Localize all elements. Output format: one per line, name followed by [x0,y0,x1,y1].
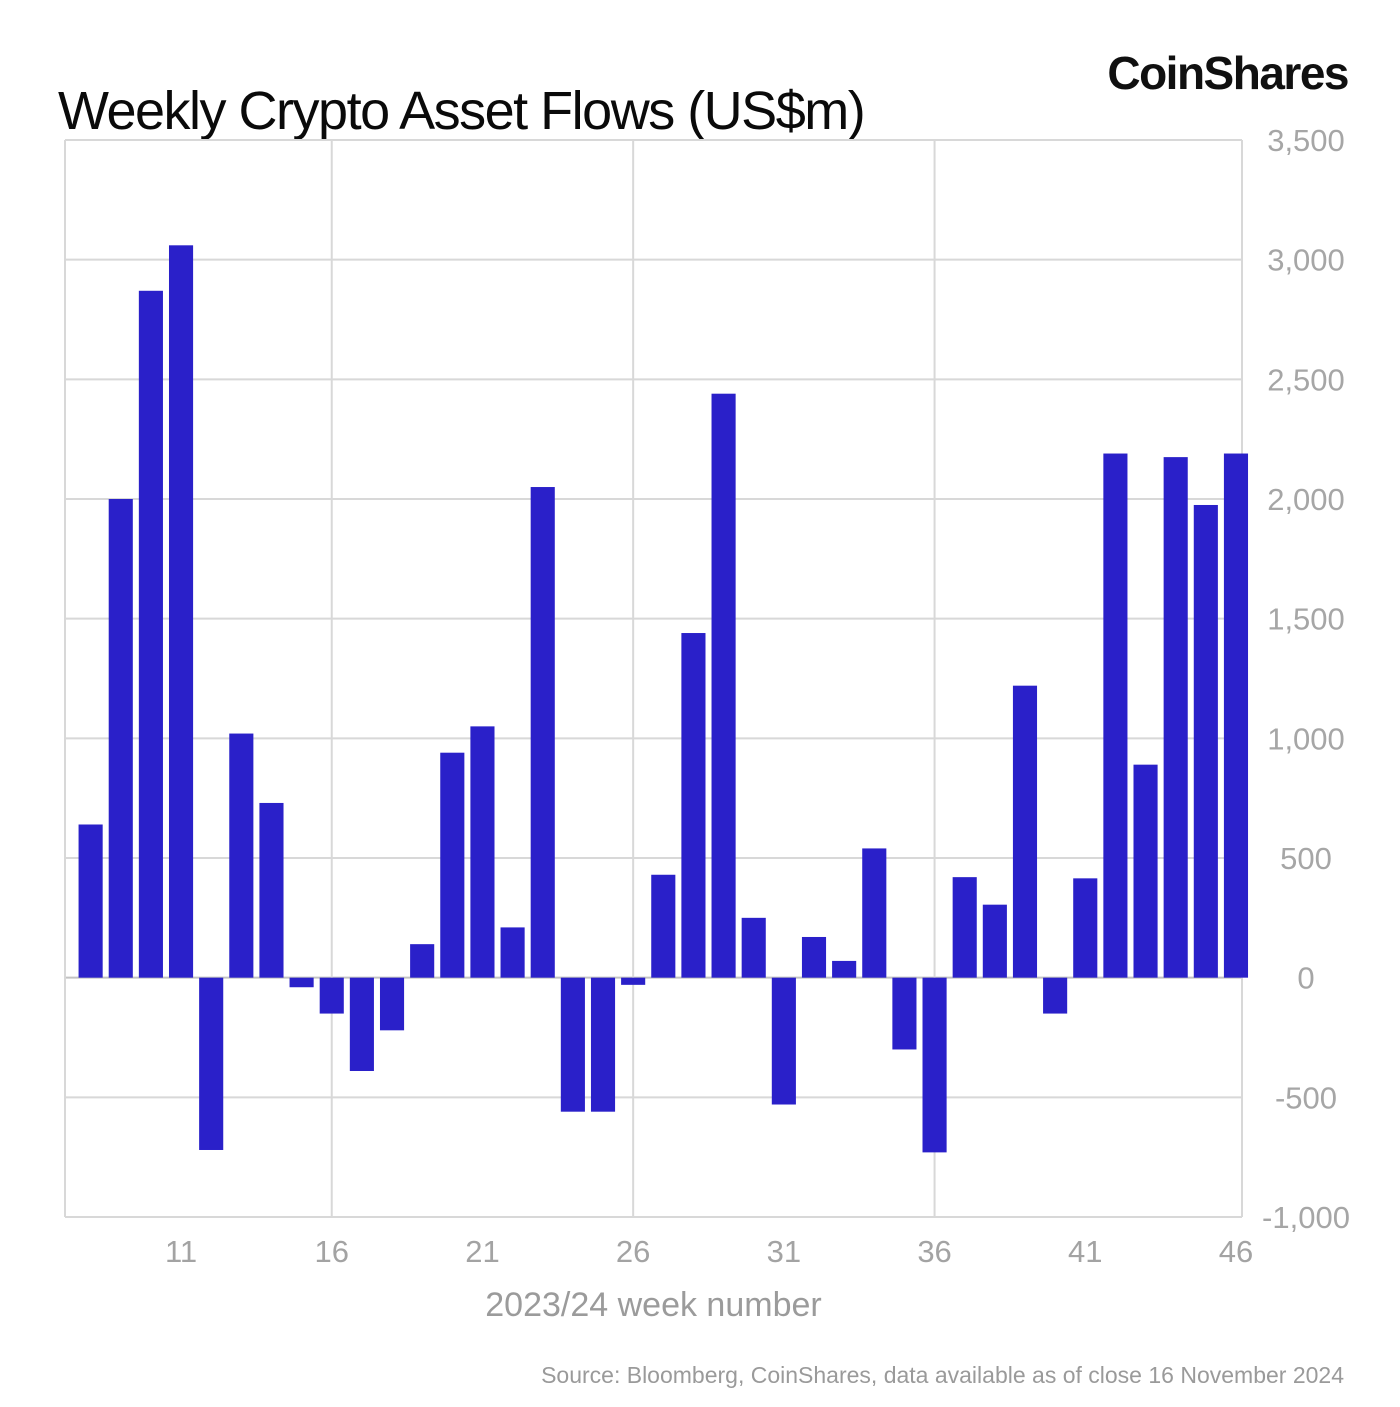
y-tick-label: 2,000 [1267,482,1345,517]
bar-week-31 [771,977,796,1105]
bar-week-24 [560,977,585,1112]
y-tick-label: 2,500 [1267,362,1345,397]
bar-week-36 [922,977,947,1153]
coinshares-logo: CoinShares [1107,47,1349,99]
bar-week-15 [289,977,314,988]
bar-week-41 [1073,878,1098,978]
y-tick-label: 0 [1297,961,1314,996]
y-tick-label: 1,500 [1267,602,1345,637]
bar-week-33 [832,960,857,978]
y-tick-label: 3,000 [1267,243,1345,278]
bar-week-11 [168,245,194,978]
bar-week-21 [470,726,495,978]
bar-week-19 [410,944,435,978]
bar-week-30 [741,917,766,978]
bar-week-10 [138,290,163,978]
y-tick-label: 500 [1280,841,1332,876]
bar-week-12 [199,977,224,1150]
x-tick-label: 11 [165,1234,197,1269]
bar-week-45 [1193,504,1218,978]
bar-week-8 [78,824,103,978]
bar-week-9 [108,499,133,978]
x-tick-label: 31 [767,1234,801,1269]
x-tick-label: 41 [1068,1234,1102,1269]
bar-week-35 [892,977,917,1050]
bar-week-18 [379,977,405,1031]
bar-week-27 [651,874,676,978]
bar-week-46 [1223,453,1249,978]
x-tick-label: 26 [616,1234,650,1269]
chart-title: Weekly Crypto Asset Flows (US$m) [58,81,866,142]
source-note: Source: Bloomberg, CoinShares, data avai… [541,1362,1344,1388]
bar-week-14 [259,802,284,978]
bar-week-34 [862,848,887,978]
y-tick-label: 1,000 [1267,721,1345,756]
bar-week-25 [590,977,616,1112]
bar-week-43 [1133,764,1158,978]
x-axis-title: 2023/24 week number [485,1286,822,1324]
bar-week-42 [1103,453,1128,978]
bar-week-39 [1012,685,1038,978]
bar-week-23 [530,487,555,978]
y-tick-label: 3,500 [1267,123,1345,158]
bar-week-32 [801,936,827,978]
bar-week-16 [319,977,344,1014]
bar-week-28 [681,633,706,978]
x-tick-label: 16 [315,1234,349,1269]
bar-week-17 [349,977,374,1072]
bar-week-37 [952,877,977,978]
bar-week-26 [621,977,646,985]
x-tick-label: 46 [1219,1234,1253,1269]
bar-week-44 [1163,457,1188,978]
bar-week-40 [1043,977,1068,1014]
x-tick-label: 21 [465,1234,499,1269]
bar-week-13 [229,733,254,978]
y-tick-label: -500 [1275,1080,1337,1115]
y-tick-label: -1,000 [1262,1200,1350,1235]
bar-week-22 [500,927,525,978]
bar-week-38 [982,904,1007,978]
x-tick-label: 36 [917,1234,951,1269]
bar-week-20 [440,752,465,978]
bar-week-29 [711,393,736,978]
